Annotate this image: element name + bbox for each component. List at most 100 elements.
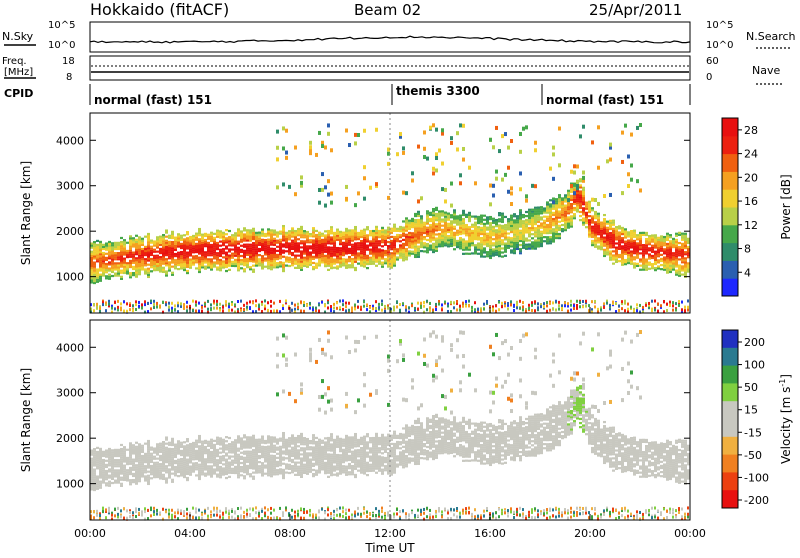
power-cell bbox=[552, 152, 555, 156]
velocity-cell bbox=[201, 455, 204, 457]
velocity-cell bbox=[138, 458, 141, 460]
power-cell bbox=[282, 245, 285, 247]
power-cell bbox=[636, 236, 639, 238]
power-cell bbox=[270, 252, 273, 254]
power-cell bbox=[297, 306, 299, 309]
frequency-panel: Freq. [MHz] 18 8 60 0 Nave bbox=[2, 56, 784, 84]
power-cell bbox=[555, 200, 558, 202]
power-cell bbox=[687, 306, 689, 309]
velocity-cell bbox=[219, 516, 221, 519]
power-cell bbox=[633, 248, 636, 250]
power-cell bbox=[612, 301, 614, 304]
power-cell bbox=[99, 253, 102, 255]
velocity-cell bbox=[186, 454, 189, 456]
power-cell bbox=[633, 236, 636, 238]
power-cell bbox=[582, 219, 585, 221]
velocity-cell bbox=[201, 513, 203, 516]
power-cell bbox=[438, 223, 441, 225]
power-cell bbox=[492, 226, 495, 228]
power-cell bbox=[105, 242, 108, 244]
velocity-cell bbox=[147, 477, 150, 479]
power-cell bbox=[651, 234, 654, 236]
velocity-cell bbox=[147, 462, 150, 464]
power-cell bbox=[216, 236, 219, 238]
power-cell bbox=[243, 270, 246, 272]
power-cell bbox=[138, 255, 141, 257]
power-cell bbox=[195, 235, 198, 237]
velocity-cell bbox=[183, 462, 186, 464]
power-cell bbox=[396, 240, 399, 242]
velocity-cell bbox=[93, 452, 96, 454]
velocity-cell bbox=[129, 455, 132, 457]
power-cell bbox=[360, 242, 363, 244]
power-cell bbox=[159, 236, 162, 238]
power-cell bbox=[528, 307, 530, 310]
power-cell bbox=[480, 245, 483, 247]
power-cell bbox=[438, 219, 441, 221]
power-cell bbox=[240, 255, 243, 257]
power-cell bbox=[480, 227, 483, 229]
velocity-cell bbox=[144, 467, 147, 469]
velocity-cell bbox=[159, 459, 162, 461]
power-cell bbox=[642, 252, 645, 254]
power-cell bbox=[171, 307, 173, 310]
velocity-cell bbox=[180, 462, 183, 464]
velocity-cell bbox=[222, 471, 225, 473]
power-cell bbox=[285, 238, 288, 240]
power-cell bbox=[384, 238, 387, 240]
power-cell bbox=[267, 253, 270, 255]
velocity-cell bbox=[99, 468, 102, 470]
power-cell bbox=[249, 260, 252, 262]
power-cell bbox=[465, 300, 467, 303]
power-cell bbox=[522, 214, 525, 216]
power-cell bbox=[591, 300, 593, 303]
power-cell bbox=[108, 274, 111, 276]
power-cell bbox=[198, 252, 201, 254]
power-cell bbox=[444, 234, 447, 236]
velocity-cell bbox=[138, 445, 141, 447]
power-cell bbox=[648, 257, 651, 259]
power-cell bbox=[606, 239, 609, 241]
velocity-cell bbox=[171, 450, 174, 452]
power-cell bbox=[384, 305, 386, 308]
power-cell bbox=[180, 261, 183, 263]
power-cell bbox=[477, 308, 479, 311]
power-cell bbox=[681, 233, 684, 235]
power-cell bbox=[504, 226, 507, 228]
power-cell bbox=[132, 309, 134, 312]
power-cell bbox=[279, 265, 282, 267]
power-cell bbox=[594, 213, 597, 215]
power-cell bbox=[198, 240, 201, 242]
power-cell bbox=[375, 254, 378, 256]
velocity-cell bbox=[135, 510, 137, 513]
power-cell bbox=[105, 259, 108, 261]
power-cell bbox=[573, 307, 575, 310]
power-cell bbox=[417, 229, 420, 231]
power-cell bbox=[615, 249, 618, 251]
power-cell bbox=[648, 262, 651, 264]
power-cell bbox=[102, 254, 105, 256]
power-cell bbox=[516, 306, 518, 309]
velocity-cell bbox=[129, 450, 132, 452]
power-cell bbox=[615, 251, 618, 253]
power-cell bbox=[273, 264, 276, 266]
power-cell bbox=[486, 227, 489, 229]
velocity-cell bbox=[153, 470, 156, 472]
power-cell bbox=[282, 182, 285, 186]
power-cell bbox=[543, 226, 546, 228]
velocity-cell bbox=[183, 460, 186, 462]
velocity-cell bbox=[186, 508, 188, 511]
power-cell bbox=[183, 255, 186, 257]
power-cell bbox=[291, 302, 293, 305]
power-cell bbox=[486, 255, 489, 257]
power-cell bbox=[462, 232, 465, 234]
velocity-cell bbox=[141, 463, 144, 465]
power-cell bbox=[306, 239, 309, 241]
velocity-cell bbox=[195, 468, 198, 470]
power-cell bbox=[354, 261, 357, 263]
velocity-cell bbox=[126, 473, 129, 475]
power-cell bbox=[477, 216, 480, 218]
power-cell bbox=[438, 237, 441, 239]
power-cell bbox=[276, 240, 279, 242]
velocity-cell bbox=[108, 456, 111, 458]
